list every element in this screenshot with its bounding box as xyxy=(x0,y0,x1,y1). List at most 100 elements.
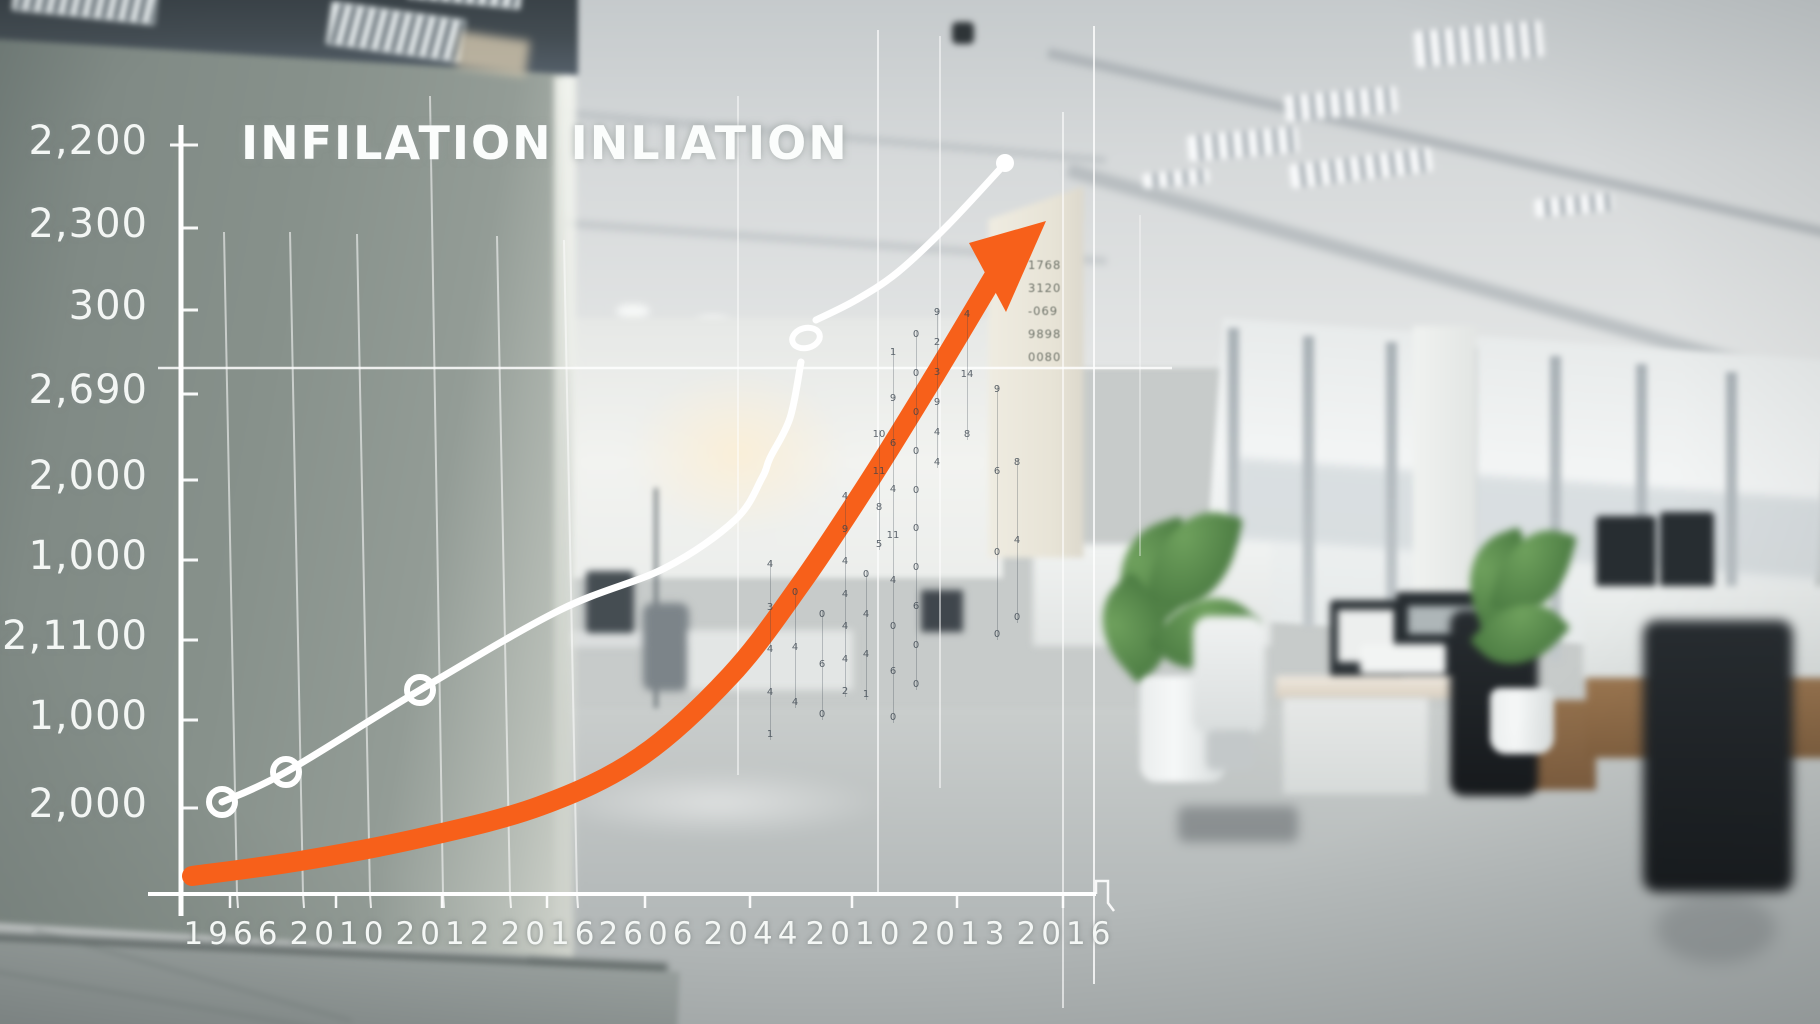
digit-column: 4 3 4 4 1 xyxy=(762,560,778,740)
x-axis-label: 2016 xyxy=(500,916,600,952)
y-axis-label: 2,690 xyxy=(28,367,148,413)
end-dot-marker xyxy=(996,154,1014,172)
y-axis-label: 2,000 xyxy=(28,781,148,827)
digit-glyph: 11 xyxy=(886,529,900,541)
digit-glyph: 6 xyxy=(889,438,897,450)
ceiling-sensor xyxy=(952,22,974,44)
axis-end-bracket xyxy=(1094,879,1115,912)
digit-glyph: 0 xyxy=(889,620,897,632)
digit-column: 9 2 3 9 4 4 xyxy=(929,308,945,468)
white-column xyxy=(1413,326,1477,611)
digit-column: 0 4 4 1 xyxy=(858,570,874,700)
gridline-vertical xyxy=(496,235,511,895)
digit-glyph: 1 xyxy=(766,729,774,740)
digit-glyph: 4 xyxy=(791,697,799,708)
chart-wall xyxy=(0,33,573,958)
digit-glyph: 0 xyxy=(862,569,870,580)
x-axis-label: 2044 xyxy=(703,916,803,952)
pillar-figure: 0080 xyxy=(1028,350,1062,364)
x-axis-label: 2010 xyxy=(805,916,905,952)
digit-glyph: 4 xyxy=(766,686,774,698)
digit-glyph: 6 xyxy=(912,601,920,613)
digit-glyph: 0 xyxy=(818,609,826,620)
y-axis-label: 2,1100 xyxy=(2,613,148,659)
digit-glyph: 6 xyxy=(818,659,826,670)
chart-title: INFILATION INLIATION xyxy=(241,116,849,170)
gridline-vertical xyxy=(356,233,371,895)
digit-glyph: 9 xyxy=(889,392,897,404)
digit-column: 0 0 0 0 0 0 0 6 0 0 xyxy=(908,330,924,690)
gridline-stub xyxy=(509,893,512,909)
gridline-vertical xyxy=(223,231,238,895)
window-mullion xyxy=(1726,372,1737,687)
window-mullion xyxy=(1550,356,1561,661)
gridline-stub xyxy=(302,893,305,909)
gridline-vertical xyxy=(429,95,444,895)
digit-glyph: 6 xyxy=(993,465,1001,477)
digit-glyph: 2 xyxy=(933,337,941,348)
digit-column: 1 9 6 4 11 4 0 6 0 xyxy=(885,348,901,723)
orange-trend-curve xyxy=(182,268,1003,886)
data-point-marker xyxy=(404,674,436,706)
digit-glyph: 0 xyxy=(912,484,920,496)
digit-glyph: 0 xyxy=(912,329,920,340)
office-chair-white xyxy=(1193,616,1265,734)
white-line-upper xyxy=(812,163,1006,324)
digit-glyph: 0 xyxy=(993,547,1001,559)
digit-glyph: 0 xyxy=(912,523,920,535)
desk-items xyxy=(1360,644,1446,674)
digit-glyph: 4 xyxy=(862,609,870,620)
digit-glyph: 4 xyxy=(766,644,774,655)
y-axis-label: 2,000 xyxy=(28,453,148,499)
desk-shadow xyxy=(1178,806,1298,842)
digit-glyph: 4 xyxy=(841,556,849,567)
y-axis-label: 2,300 xyxy=(28,201,148,247)
gridline-vertical xyxy=(289,231,304,895)
digit-glyph: 0 xyxy=(912,445,920,457)
pillar-figure: 1768 xyxy=(1028,258,1062,272)
digit-glyph: 9 xyxy=(841,523,849,535)
digit-glyph: 0 xyxy=(912,367,920,379)
digit-column: 4 9 4 4 4 4 2 xyxy=(837,492,853,697)
y-axis-label: 2,200 xyxy=(28,118,148,164)
digit-glyph: 4 xyxy=(889,575,897,587)
digit-glyph: 1 xyxy=(862,689,870,700)
gridline-stub xyxy=(236,893,239,909)
digit-glyph: 3 xyxy=(766,601,774,613)
digit-glyph: 1 xyxy=(889,347,897,358)
chair-reflection xyxy=(1656,893,1776,963)
digit-glyph: 8 xyxy=(875,502,883,514)
wall-corner-highlight xyxy=(554,76,576,956)
digit-glyph: 6 xyxy=(889,666,897,678)
digit-glyph: 4 xyxy=(841,588,849,600)
desk-panel xyxy=(1283,698,1428,794)
digit-glyph: 4 xyxy=(841,621,849,632)
y-axis-label: 1,000 xyxy=(28,533,148,579)
digit-glyph: 9 xyxy=(933,307,941,318)
window-mullion xyxy=(1386,342,1397,637)
x-axis-label: 1966 xyxy=(183,916,283,952)
digit-glyph: 4 xyxy=(862,649,870,660)
orange-arrow-head xyxy=(969,221,1046,312)
data-point-marker xyxy=(206,786,238,818)
x-axis-label: 2013 xyxy=(910,916,1010,952)
digit-glyph: 4 xyxy=(841,491,849,502)
digit-glyph: 10 xyxy=(872,429,886,440)
office-chair xyxy=(643,603,689,691)
x-axis-label: 2606 xyxy=(598,916,698,952)
pillar-figure: 3120 xyxy=(1028,281,1062,295)
digit-glyph: 8 xyxy=(963,429,971,440)
digit-glyph: 0 xyxy=(1013,612,1021,623)
doorway xyxy=(921,590,963,632)
digit-glyph: 4 xyxy=(889,483,897,495)
digit-glyph: 9 xyxy=(933,397,941,408)
x-axis-label: 2016 xyxy=(1016,916,1116,952)
plant-pot xyxy=(1490,688,1554,754)
data-point-marker xyxy=(270,756,302,788)
digit-column: 0 4 4 xyxy=(787,588,803,708)
monitor xyxy=(1660,512,1714,598)
office-chair-black xyxy=(1643,620,1793,892)
